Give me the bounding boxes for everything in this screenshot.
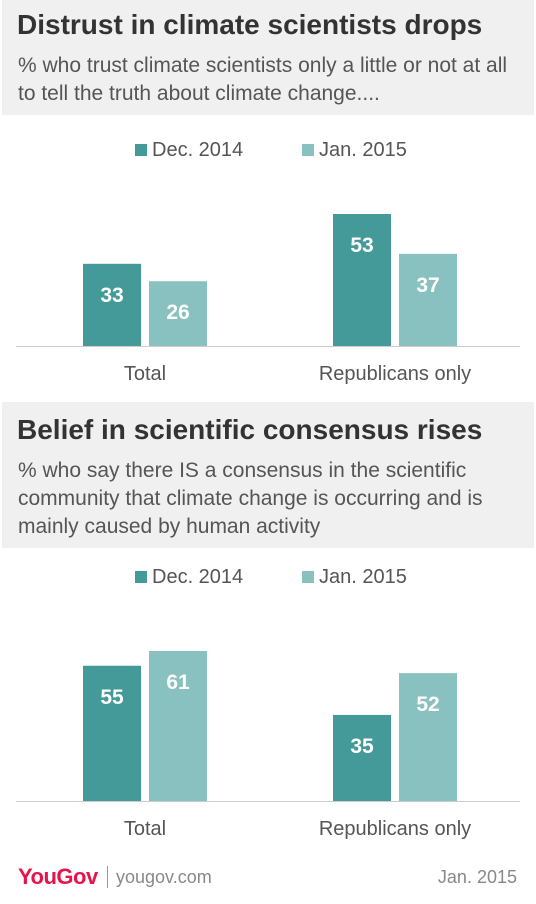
bar-value-label: 53	[350, 234, 373, 257]
bar-value-label: 26	[166, 301, 189, 324]
bar	[83, 263, 141, 346]
footer-date: Jan. 2015	[437, 867, 517, 887]
chart-2-title: Belief in scientific consensus rises	[17, 414, 483, 445]
category-label: Republicans only	[319, 363, 471, 385]
legend-label: Dec. 2014	[152, 566, 243, 588]
yougov-logo: YouGov	[18, 864, 98, 889]
legend-swatch	[302, 571, 314, 583]
legend: Dec. 2014 Jan. 2015	[135, 566, 407, 588]
chart-2: Dec. 2014 Jan. 2015 55 61 Total 35 52 Republica…	[16, 566, 520, 840]
legend-swatch	[302, 144, 314, 156]
chart-2-header: Belief in scientific consensus rises % w…	[2, 402, 534, 548]
legend-swatch	[135, 144, 147, 156]
chart-1-header: Distrust in climate scientists drops % w…	[2, 0, 534, 115]
chart-1-title: Distrust in climate scientists drops	[17, 9, 483, 40]
legend-label: Jan. 2015	[319, 139, 407, 161]
bar	[399, 253, 457, 346]
legend-label: Jan. 2015	[319, 566, 407, 588]
bar-value-label: 35	[350, 735, 374, 758]
bar-value-label: 52	[416, 693, 439, 716]
bar	[149, 651, 207, 801]
category-label: Republicans only	[319, 818, 471, 840]
legend-swatch	[135, 571, 147, 583]
legend-item: Jan. 2015	[302, 139, 407, 161]
chart-2-subtitle: % who say there IS a consensus in the sc…	[18, 459, 483, 538]
bar-value-label: 37	[416, 274, 439, 297]
bar-value-label: 55	[100, 686, 124, 709]
bar	[83, 665, 141, 801]
bar	[333, 214, 391, 346]
footer-divider	[107, 866, 108, 888]
bar-value-label: 61	[166, 671, 190, 694]
category-label: Total	[124, 818, 166, 840]
legend-item: Dec. 2014	[135, 566, 243, 588]
footer: YouGov yougov.com Jan. 2015	[0, 860, 536, 896]
category-label: Total	[124, 363, 166, 385]
bar	[333, 714, 391, 801]
bar	[399, 673, 457, 801]
legend-item: Dec. 2014	[135, 139, 243, 161]
site-link[interactable]: yougov.com	[116, 867, 212, 887]
legend: Dec. 2014 Jan. 2015	[135, 139, 407, 161]
legend-item: Jan. 2015	[302, 566, 407, 588]
bar-value-label: 33	[100, 284, 123, 307]
chart-1: Dec. 2014 Jan. 2015 33 26 Total 53 37 Republica…	[16, 139, 520, 385]
bar	[149, 281, 207, 346]
chart-1-subtitle: % who trust climate scientists only a li…	[18, 54, 508, 105]
legend-label: Dec. 2014	[152, 139, 243, 161]
